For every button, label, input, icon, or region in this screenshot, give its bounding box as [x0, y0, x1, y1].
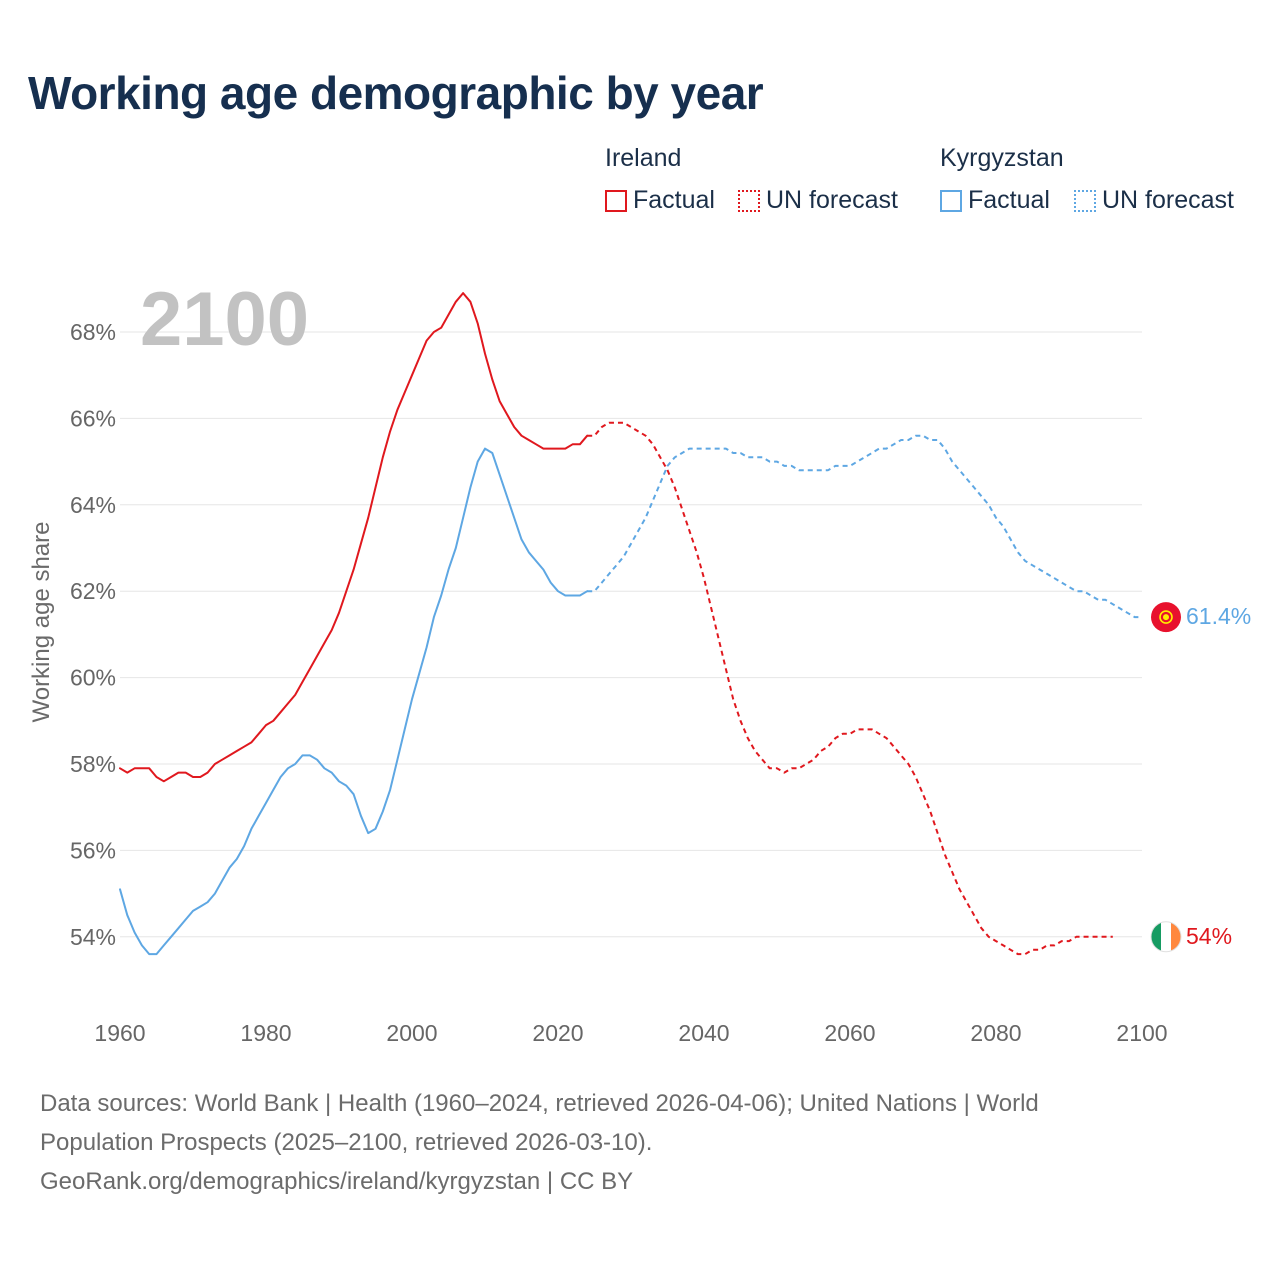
legend-item-kyrgyzstan-factual[interactable]: Factual [940, 186, 1050, 215]
current-year-watermark: 2100 [140, 277, 310, 362]
y-tick-label: 66% [70, 405, 116, 431]
ireland-forecast-line [587, 421, 1113, 956]
y-tick-label: 68% [70, 319, 116, 345]
y-tick-label: 56% [70, 837, 116, 863]
kyrgyzstan-factual-line [119, 447, 589, 956]
page-title: Working age demographic by year [28, 67, 764, 119]
legend-swatch-ireland-factual [605, 189, 627, 212]
grid-lines [120, 331, 1142, 938]
y-tick-label: 60% [70, 665, 116, 691]
legend-group-kyrgyzstan: Kyrgyzstan [940, 144, 1064, 172]
line-chart: 54% 56% 58% 60% 62% 64% 66% 68% 1960 1980 2000 202… [70, 292, 1182, 1046]
end-markers [1150, 602, 1182, 953]
series-lines [119, 292, 1142, 956]
y-tick-label: 62% [70, 578, 116, 604]
source-line-1: Data sources: World Bank | Health (1960–… [40, 1090, 1039, 1117]
y-axis-label: Working age share [28, 521, 55, 723]
kyrgyzstan-flag-sun-core [1163, 614, 1169, 621]
x-tick-label: 2020 [532, 1020, 583, 1046]
legend-label-kyrgyzstan-factual: Factual [968, 186, 1050, 214]
x-axis-ticks: 1960 1980 2000 2020 2040 2060 2080 2100 [94, 1020, 1167, 1046]
legend-label-kyrgyzstan-forecast: UN forecast [1102, 186, 1234, 214]
kyrgyzstan-flag-sun [1159, 610, 1173, 624]
x-tick-label: 2000 [386, 1020, 437, 1046]
ireland-flag-orange [1171, 921, 1181, 952]
x-tick-label: 1960 [94, 1020, 145, 1046]
y-tick-label: 58% [70, 751, 116, 777]
x-tick-label: 2060 [824, 1020, 875, 1046]
ireland-end-value: 54% [1186, 922, 1233, 949]
source-line-2: Population Prospects (2025–2100, retriev… [40, 1129, 653, 1156]
legend-swatch-ireland-forecast [738, 189, 760, 212]
ireland-flag-white [1161, 921, 1171, 952]
kyrgyzstan-forecast-line [587, 434, 1142, 619]
x-tick-label: 2080 [970, 1020, 1021, 1046]
x-tick-label: 1980 [240, 1020, 291, 1046]
legend-label-ireland-forecast: UN forecast [766, 186, 898, 214]
ireland-flag-icon [1150, 921, 1182, 953]
legend-item-ireland-factual[interactable]: Factual [605, 186, 715, 215]
x-tick-label: 2100 [1116, 1020, 1167, 1046]
ireland-flag-green [1151, 921, 1161, 952]
legend-item-kyrgyzstan-forecast[interactable]: UN forecast [1074, 186, 1234, 215]
kyrgyzstan-flag-icon [1151, 602, 1181, 633]
source-link[interactable]: GeoRank.org/demographics/ireland/kyrgyzs… [40, 1168, 634, 1195]
legend-label-ireland-factual: Factual [633, 186, 715, 214]
legend-item-ireland-forecast[interactable]: UN forecast [738, 186, 898, 215]
y-tick-label: 54% [70, 924, 116, 950]
y-axis-ticks: 54% 56% 58% 60% 62% 64% 66% 68% [70, 319, 116, 950]
legend-group-ireland: Ireland [605, 144, 682, 172]
legend-swatch-kyrgyzstan-factual [940, 189, 962, 212]
ireland-factual-line [119, 292, 589, 783]
legend-swatch-kyrgyzstan-forecast [1074, 189, 1096, 212]
y-tick-label: 64% [70, 492, 116, 518]
x-tick-label: 2040 [678, 1020, 729, 1046]
kyrgyzstan-end-value: 61.4% [1186, 603, 1252, 630]
